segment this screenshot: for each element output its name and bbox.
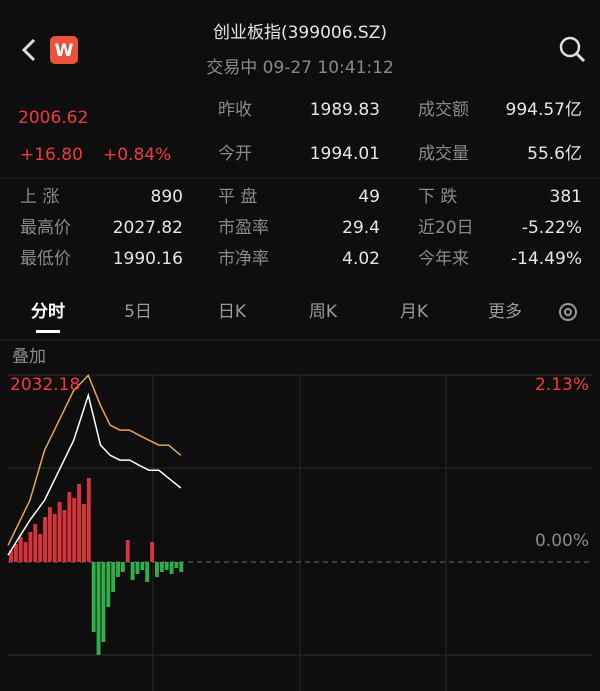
settings-icon [564,308,572,316]
volume-bar [111,562,116,592]
price-line [7,392,182,556]
overlay-label[interactable]: 叠加 [12,347,46,367]
volume-bar [155,562,159,577]
volume-bar [130,562,135,580]
volume-bar [18,537,23,562]
grid-value: -5.22% [522,218,582,238]
stat-label: 今开 [218,144,252,164]
volume-bar [101,562,106,642]
volume-bar [62,510,67,562]
grid-value: 890 [151,187,183,207]
volume-bar [179,562,184,572]
back-button[interactable] [21,38,36,62]
stat-label: 成交额 [418,100,469,120]
volume-bar [67,492,72,562]
stat-label: 昨收 [218,100,252,120]
volume-bar [145,562,150,582]
volume-bar [116,562,120,577]
grid-label: 市盈率 [218,218,269,238]
zero-pct: 0.00% [535,531,589,551]
volume-bar [9,550,13,562]
app-badge[interactable] [50,36,78,64]
volume-bar [38,534,43,562]
grid-value: 29.4 [342,218,380,238]
volume-bar [140,562,145,570]
price: 2006.62 [18,108,88,128]
volume-bar [120,562,125,572]
change: +16.80 [20,145,83,165]
volume-bar [57,502,62,562]
grid-label: 最高价 [20,218,71,238]
volume-bar [28,532,33,562]
stat-value: 994.57亿 [506,100,582,120]
grid-value: 1990.16 [113,249,183,269]
title: 创业板指(399006.SZ) [213,23,387,43]
badge-text: W [55,41,74,61]
volume-bar [77,484,82,562]
change-pct: +0.84% [103,145,171,165]
grid-value: 49 [358,187,380,207]
price-line [7,374,182,546]
grid-label: 近20日 [418,218,474,238]
grid-value: 381 [550,187,582,207]
tab-underline [36,330,60,333]
tab[interactable]: 5日 [124,302,152,322]
volume-bar [164,562,169,570]
top-value: 2032.18 [10,375,80,395]
search-handle [575,52,586,63]
volume-bar [106,562,111,607]
volume-bar [96,562,101,655]
volume-bar [169,562,174,574]
stat-value: 1989.83 [310,100,380,120]
tab[interactable]: 分时 [31,302,65,322]
volume-bar [174,562,179,568]
grid-label: 上 涨 [20,187,59,207]
settings-button[interactable] [559,303,577,321]
grid-value: 4.02 [342,249,380,269]
volume-bar [23,542,28,562]
grid-label: 最低价 [20,249,71,269]
grid-label: 市净率 [218,249,269,269]
stat-value: 1994.01 [310,144,380,164]
top-pct: 2.13% [535,375,589,395]
volume-bar [86,478,91,562]
tab[interactable]: 日K [218,302,247,322]
volume-bar [91,562,96,632]
search-button[interactable] [559,36,581,58]
volume-bar [150,542,155,562]
grid-value: 2027.82 [113,218,183,238]
volume-bar [13,544,18,562]
grid-label: 今年来 [418,249,469,269]
volume-bar [125,540,130,562]
tab[interactable]: 月K [400,302,429,322]
volume-bar [82,504,86,562]
tab[interactable]: 周K [309,302,338,322]
volume-bar [72,498,77,562]
volume-bar [52,514,57,562]
volume-bar [159,562,164,572]
volume-bar [135,562,140,574]
volume-bar [47,507,52,562]
grid-value: -14.49% [511,249,582,269]
grid-label: 下 跌 [418,187,457,207]
volume-bar [43,517,47,562]
subtitle: 交易中 09-27 10:41:12 [206,58,394,78]
volume-bar [33,524,38,562]
stat-label: 成交量 [418,144,469,164]
grid-label: 平 盘 [218,187,257,207]
tab[interactable]: 更多 [488,302,522,322]
stat-value: 55.6亿 [527,144,582,164]
